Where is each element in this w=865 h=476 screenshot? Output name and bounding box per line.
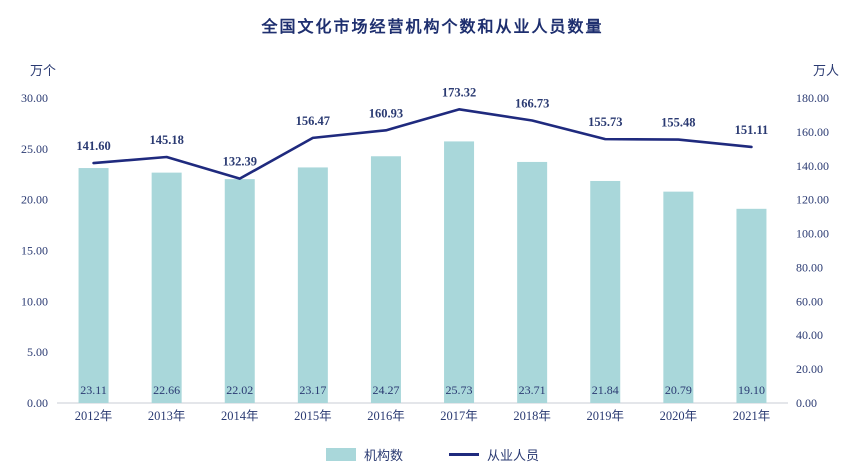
bar-value-label: 25.73 xyxy=(446,383,473,397)
category-label: 2013年 xyxy=(148,409,186,423)
bar-value-label: 23.71 xyxy=(519,383,546,397)
category-label: 2018年 xyxy=(513,409,551,423)
line-value-label: 160.93 xyxy=(369,106,403,120)
bar-value-label: 23.17 xyxy=(299,383,326,397)
bar-value-label: 22.02 xyxy=(226,383,253,397)
chart-title: 全国文化市场经营机构个数和从业人员数量 xyxy=(261,19,604,36)
line-value-label: 151.11 xyxy=(735,123,769,137)
bar-2012年 xyxy=(78,168,109,403)
category-label: 2012年 xyxy=(75,409,113,423)
right-axis-tick: 60.00 xyxy=(796,294,823,308)
bar-value-label: 22.66 xyxy=(153,383,180,397)
bar-value-label: 23.11 xyxy=(80,383,107,397)
right-axis-tick: 40.00 xyxy=(796,328,823,342)
employees-line xyxy=(92,108,753,180)
bar-value-label: 20.79 xyxy=(665,383,692,397)
bar-value-label: 24.27 xyxy=(372,383,399,397)
right-axis-tick: 100.00 xyxy=(796,227,829,241)
right-axis-tick: 120.00 xyxy=(796,193,829,207)
legend-item-line: 从业人员 xyxy=(449,445,539,464)
bar-swatch-icon xyxy=(325,448,356,461)
line-value-label: 173.32 xyxy=(442,85,476,99)
category-label: 2017年 xyxy=(440,409,478,423)
bar-2019年 xyxy=(590,180,621,403)
bar-2016年 xyxy=(370,156,401,403)
category-label: 2021年 xyxy=(733,409,771,423)
line-value-label: 156.47 xyxy=(296,114,330,128)
category-label: 2019年 xyxy=(586,409,624,423)
line-value-label: 132.39 xyxy=(223,155,257,169)
line-value-label: 166.73 xyxy=(515,96,549,110)
right-axis-tick: 0.00 xyxy=(796,396,817,410)
bar-2020年 xyxy=(663,191,694,403)
right-axis-tick: 80.00 xyxy=(796,260,823,274)
left-axis-unit-label: 万个 xyxy=(30,63,57,78)
right-axis-tick: 180.00 xyxy=(796,91,829,105)
right-axis-tick: 160.00 xyxy=(796,125,829,139)
legend: 机构数 从业人员 xyxy=(0,445,865,464)
category-label: 2020年 xyxy=(660,409,698,423)
right-axis-tick: 20.00 xyxy=(796,362,823,376)
left-axis-tick: 10.00 xyxy=(21,294,48,308)
legend-item-bar: 机构数 xyxy=(325,445,403,464)
line-value-label: 155.73 xyxy=(588,115,622,129)
left-axis-tick: 0.00 xyxy=(27,396,48,410)
line-value-label: 141.60 xyxy=(76,139,110,153)
legend-line-label: 从业人员 xyxy=(487,448,540,463)
legend-bar-label: 机构数 xyxy=(363,448,403,463)
bar-value-label: 19.10 xyxy=(738,383,765,397)
left-axis-tick: 20.00 xyxy=(21,193,48,207)
left-axis-tick: 15.00 xyxy=(21,244,48,258)
left-axis-tick: 30.00 xyxy=(21,91,48,105)
left-axis-tick: 25.00 xyxy=(21,142,48,156)
bar-2013年 xyxy=(151,172,182,403)
bar-2014年 xyxy=(224,179,255,403)
bar-2015年 xyxy=(297,167,328,403)
right-axis-unit-label: 万人 xyxy=(812,63,839,78)
bar-2017年 xyxy=(444,141,475,403)
category-label: 2014年 xyxy=(221,409,259,423)
line-value-label: 145.18 xyxy=(149,133,183,147)
category-label: 2016年 xyxy=(367,409,405,423)
line-swatch-icon xyxy=(449,453,479,456)
category-label: 2015年 xyxy=(294,409,332,423)
bar-2021年 xyxy=(736,208,767,403)
line-value-label: 155.48 xyxy=(661,116,695,130)
right-axis-tick: 140.00 xyxy=(796,159,829,173)
bar-2018年 xyxy=(517,161,548,403)
bar-value-label: 21.84 xyxy=(592,383,619,397)
left-axis-tick: 5.00 xyxy=(27,345,48,359)
